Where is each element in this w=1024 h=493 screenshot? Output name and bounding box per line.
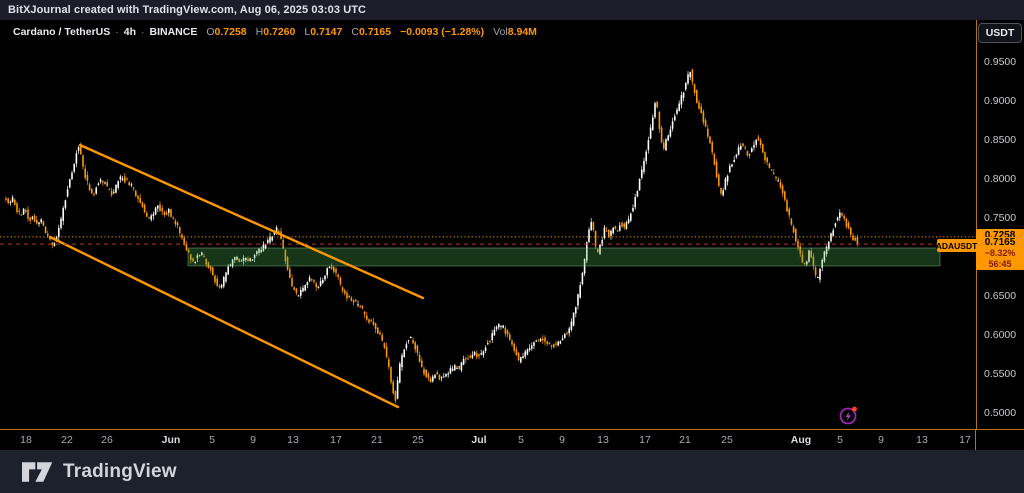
- last-price-value: 0.7165: [984, 236, 1016, 248]
- legend-separator: ·: [141, 26, 145, 38]
- time-tick-label: 9: [878, 434, 884, 446]
- price-tick-label: 0.8500: [984, 134, 1017, 146]
- last-price-label: 0.7165 −8.32% 56:45: [976, 237, 1024, 270]
- ohlc-close: C0.7165: [351, 26, 392, 38]
- candlestick-series: [5, 68, 859, 403]
- lightning-bolt-icon: [845, 411, 851, 421]
- ohlc-high: H0.7260: [255, 26, 296, 38]
- time-tick-month-label: Jul: [471, 434, 487, 446]
- ohlc-open: O0.7258: [206, 26, 247, 38]
- time-tick-label: 22: [61, 434, 73, 446]
- time-tick-label: 13: [287, 434, 299, 446]
- volume-group: Vol8.94M: [493, 26, 537, 38]
- currency-toggle-button[interactable]: USDT: [978, 23, 1022, 43]
- time-tick-label: 5: [209, 434, 215, 446]
- price-scale[interactable]: 0.9500 0.9000 0.8500 0.8000 0.7500 0.6500 0.60…: [976, 20, 1024, 430]
- time-tick-month-label: Jun: [161, 434, 181, 446]
- change-label: −0.0093 (−1.28%): [400, 26, 485, 38]
- last-price-change-pct: −8.32%: [984, 248, 1016, 259]
- time-tick-label: 5: [518, 434, 524, 446]
- time-tick-label: 18: [20, 434, 32, 446]
- price-tick-label: 0.5500: [984, 368, 1017, 380]
- time-tick-label: 25: [412, 434, 424, 446]
- price-tick-label: 0.6500: [984, 290, 1017, 302]
- time-tick-label: 9: [559, 434, 565, 446]
- bar-countdown: 56:45: [988, 258, 1012, 269]
- time-tick-label: 21: [371, 434, 383, 446]
- supply-zone-rectangle[interactable]: [187, 247, 941, 267]
- brand-bar: TradingView: [0, 450, 1024, 493]
- channel-lower-trendline[interactable]: [48, 235, 400, 409]
- time-scale[interactable]: 18 22 26 Jun 5 9 13 17 21 25 Jul 5 9 13 17 21 25 Aug 5 9 13 1…: [0, 430, 1024, 450]
- time-tick-label: 25: [721, 434, 733, 446]
- interval-label[interactable]: 4h: [123, 26, 137, 38]
- event-marker-icon[interactable]: [838, 404, 860, 426]
- time-tick-month-label: Aug: [790, 434, 812, 446]
- time-tick-label: 17: [639, 434, 651, 446]
- exchange-label: BINANCE: [149, 26, 198, 38]
- event-alert-dot: [852, 406, 857, 412]
- symbol-title[interactable]: Cardano / TetherUS: [13, 26, 111, 38]
- price-tick-label: 0.9500: [984, 56, 1017, 68]
- price-tick-label: 0.5000: [984, 407, 1017, 419]
- price-axis-border: [975, 430, 976, 450]
- symbol-price-tag: ADAUSDT: [935, 239, 978, 252]
- time-axis-border: [0, 429, 1024, 430]
- time-tick-label: 13: [597, 434, 609, 446]
- time-tick-label: 17: [330, 434, 342, 446]
- time-tick-label: 5: [837, 434, 843, 446]
- price-tick-label: 0.9000: [984, 95, 1017, 107]
- time-tick-label: 21: [679, 434, 691, 446]
- attribution-text: BitXJournal created with TradingView.com…: [8, 4, 367, 16]
- time-tick-label: 26: [101, 434, 113, 446]
- price-tick-label: 0.8000: [984, 173, 1017, 185]
- time-tick-label: 9: [250, 434, 256, 446]
- channel-upper-trendline[interactable]: [78, 143, 425, 300]
- time-tick-label: 17: [959, 434, 971, 446]
- ohlc-low: L0.7147: [304, 26, 343, 38]
- price-tick-label: 0.7500: [984, 212, 1017, 224]
- chart-legend: Cardano / TetherUS · 4h · BINANCE O0.725…: [13, 26, 537, 38]
- tradingview-logo-icon[interactable]: [22, 459, 54, 485]
- legend-separator: ·: [115, 26, 119, 38]
- attribution-bar: BitXJournal created with TradingView.com…: [0, 0, 1024, 20]
- tradingview-wordmark[interactable]: TradingView: [63, 460, 177, 482]
- time-tick-label: 13: [916, 434, 928, 446]
- price-tick-label: 0.6000: [984, 329, 1017, 341]
